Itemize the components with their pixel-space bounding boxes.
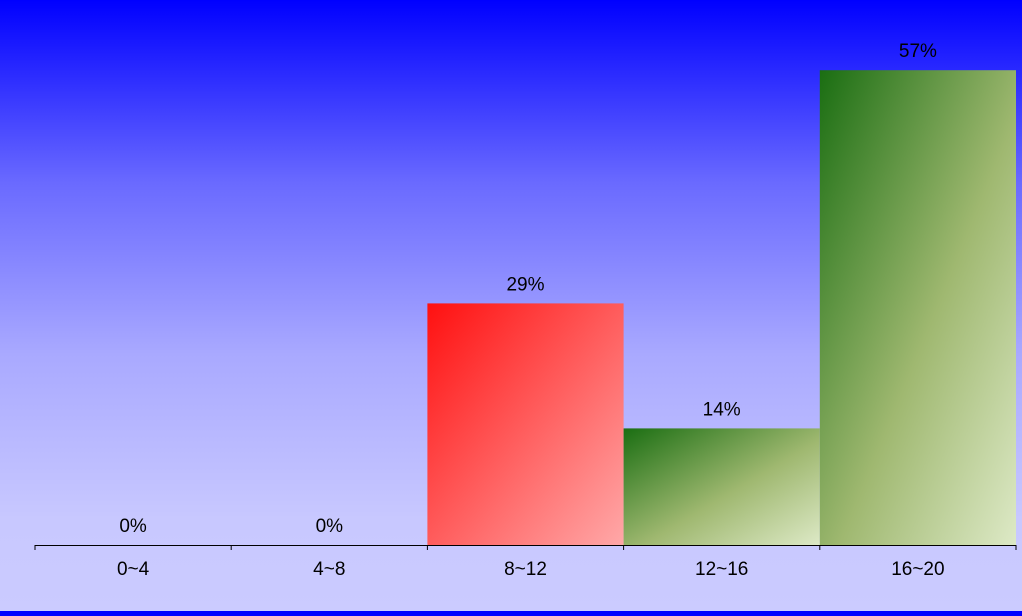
bar-16~20 [819, 70, 1016, 545]
value-label-16~20: 57% [899, 41, 937, 62]
value-label-0~4: 0% [119, 516, 147, 537]
x-tick-label-16~20: 16~20 [891, 559, 944, 580]
x-tick-labels: 0~4 4~8 8~12 12~16 16~20 [117, 559, 945, 580]
bar-12~16 [623, 428, 820, 545]
value-label-4~8: 0% [316, 516, 344, 537]
value-labels-layer: 0% 0% 29% 14% 57% [119, 41, 937, 537]
bar-8~12 [427, 303, 624, 545]
x-axis [34, 545, 1017, 550]
x-tick-label-4~8: 4~8 [313, 559, 345, 580]
x-tick-label-0~4: 0~4 [117, 559, 150, 580]
x-tick-label-8~12: 8~12 [504, 559, 547, 580]
bars-layer [427, 70, 1016, 545]
value-label-12~16: 14% [703, 399, 741, 420]
x-tick-label-12~16: 12~16 [695, 559, 748, 580]
value-label-8~12: 29% [506, 274, 544, 295]
